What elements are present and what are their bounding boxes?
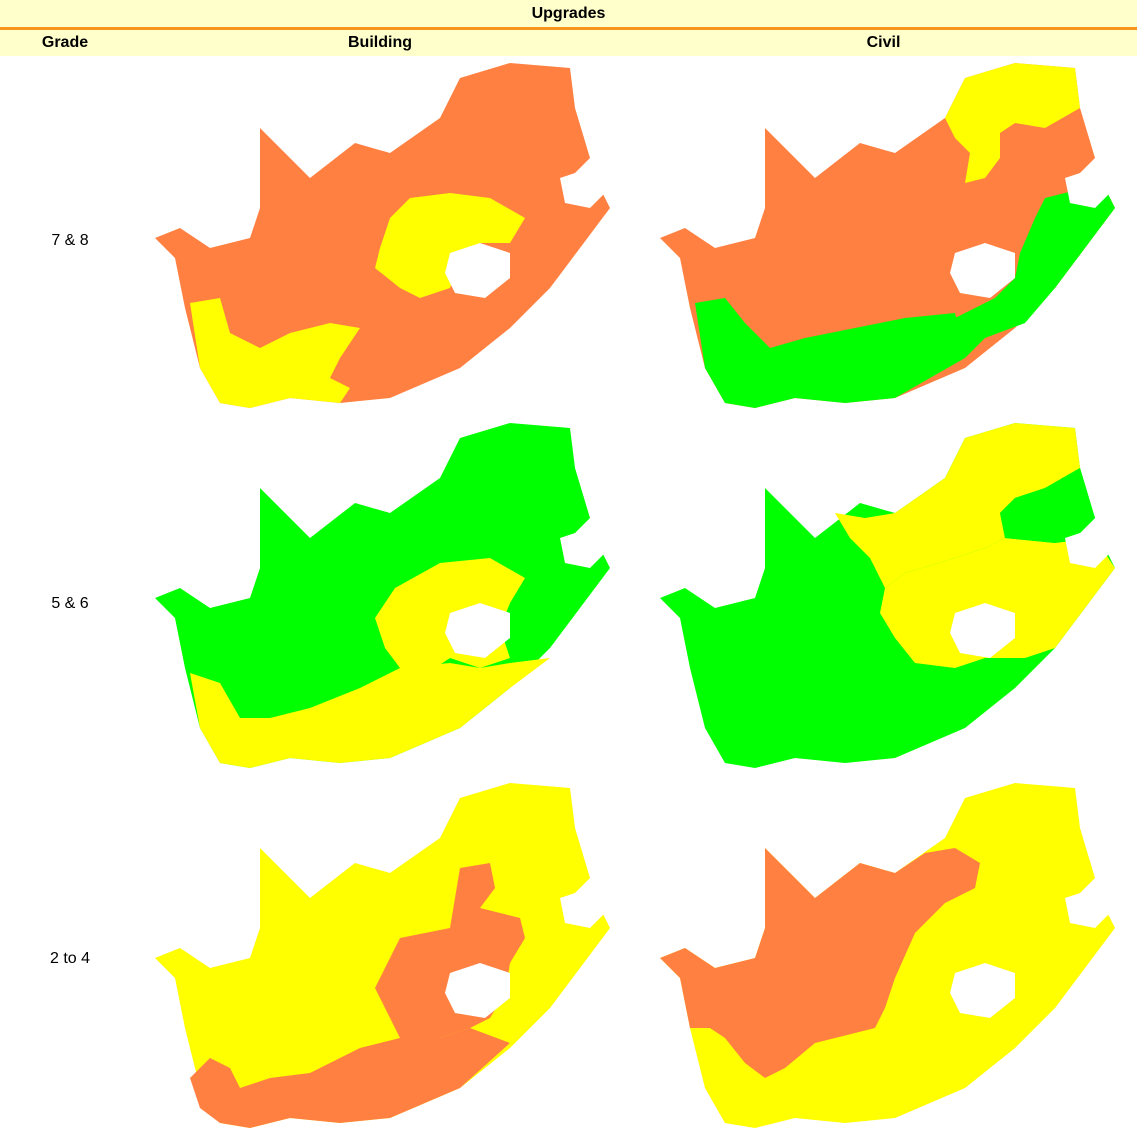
region-south bbox=[190, 1028, 510, 1128]
header-civil: Civil bbox=[866, 34, 901, 51]
region-free-state bbox=[375, 193, 525, 298]
map-civil-grade-2-4 bbox=[660, 783, 1115, 1128]
grade-label-row1: 7 & 8 bbox=[51, 232, 89, 249]
region-western-cape bbox=[190, 298, 360, 408]
country-shape bbox=[155, 63, 610, 408]
map-building-grade-7-8 bbox=[155, 63, 610, 408]
region-east-coast bbox=[955, 188, 1115, 358]
eswatini-hole bbox=[560, 168, 605, 208]
region-west-central bbox=[660, 848, 980, 1078]
table-title: Upgrades bbox=[531, 5, 606, 22]
header-building: Building bbox=[348, 34, 412, 51]
eswatini-hole bbox=[1065, 888, 1110, 928]
lesotho-hole bbox=[950, 243, 1015, 298]
region-north bbox=[945, 63, 1080, 183]
eswatini-hole bbox=[560, 888, 605, 928]
grade-label-row2: 5 & 6 bbox=[51, 595, 89, 612]
map-building-grade-2-4 bbox=[155, 783, 610, 1128]
region-northeast bbox=[1000, 468, 1095, 543]
lesotho-hole bbox=[445, 243, 510, 298]
map-building-grade-5-6 bbox=[155, 423, 610, 768]
region-south bbox=[695, 298, 965, 408]
lesotho-hole bbox=[445, 603, 510, 658]
map-civil-grade-7-8 bbox=[660, 63, 1115, 408]
region-north bbox=[835, 423, 1080, 588]
grade-label-row3: 2 to 4 bbox=[49, 950, 91, 967]
header-grade: Grade bbox=[41, 34, 89, 51]
title-bar: Upgrades bbox=[0, 0, 1137, 30]
eswatini-hole bbox=[560, 528, 605, 568]
map-civil-grade-5-6 bbox=[660, 423, 1115, 768]
region-central-east bbox=[880, 538, 1115, 668]
lesotho-hole bbox=[445, 963, 510, 1018]
eswatini-hole bbox=[1065, 168, 1110, 208]
header-row: Grade Building Civil bbox=[0, 30, 1137, 56]
region-south bbox=[190, 658, 550, 768]
eswatini-hole bbox=[1065, 528, 1110, 568]
lesotho-hole bbox=[950, 963, 1015, 1018]
lesotho-hole bbox=[950, 603, 1015, 658]
